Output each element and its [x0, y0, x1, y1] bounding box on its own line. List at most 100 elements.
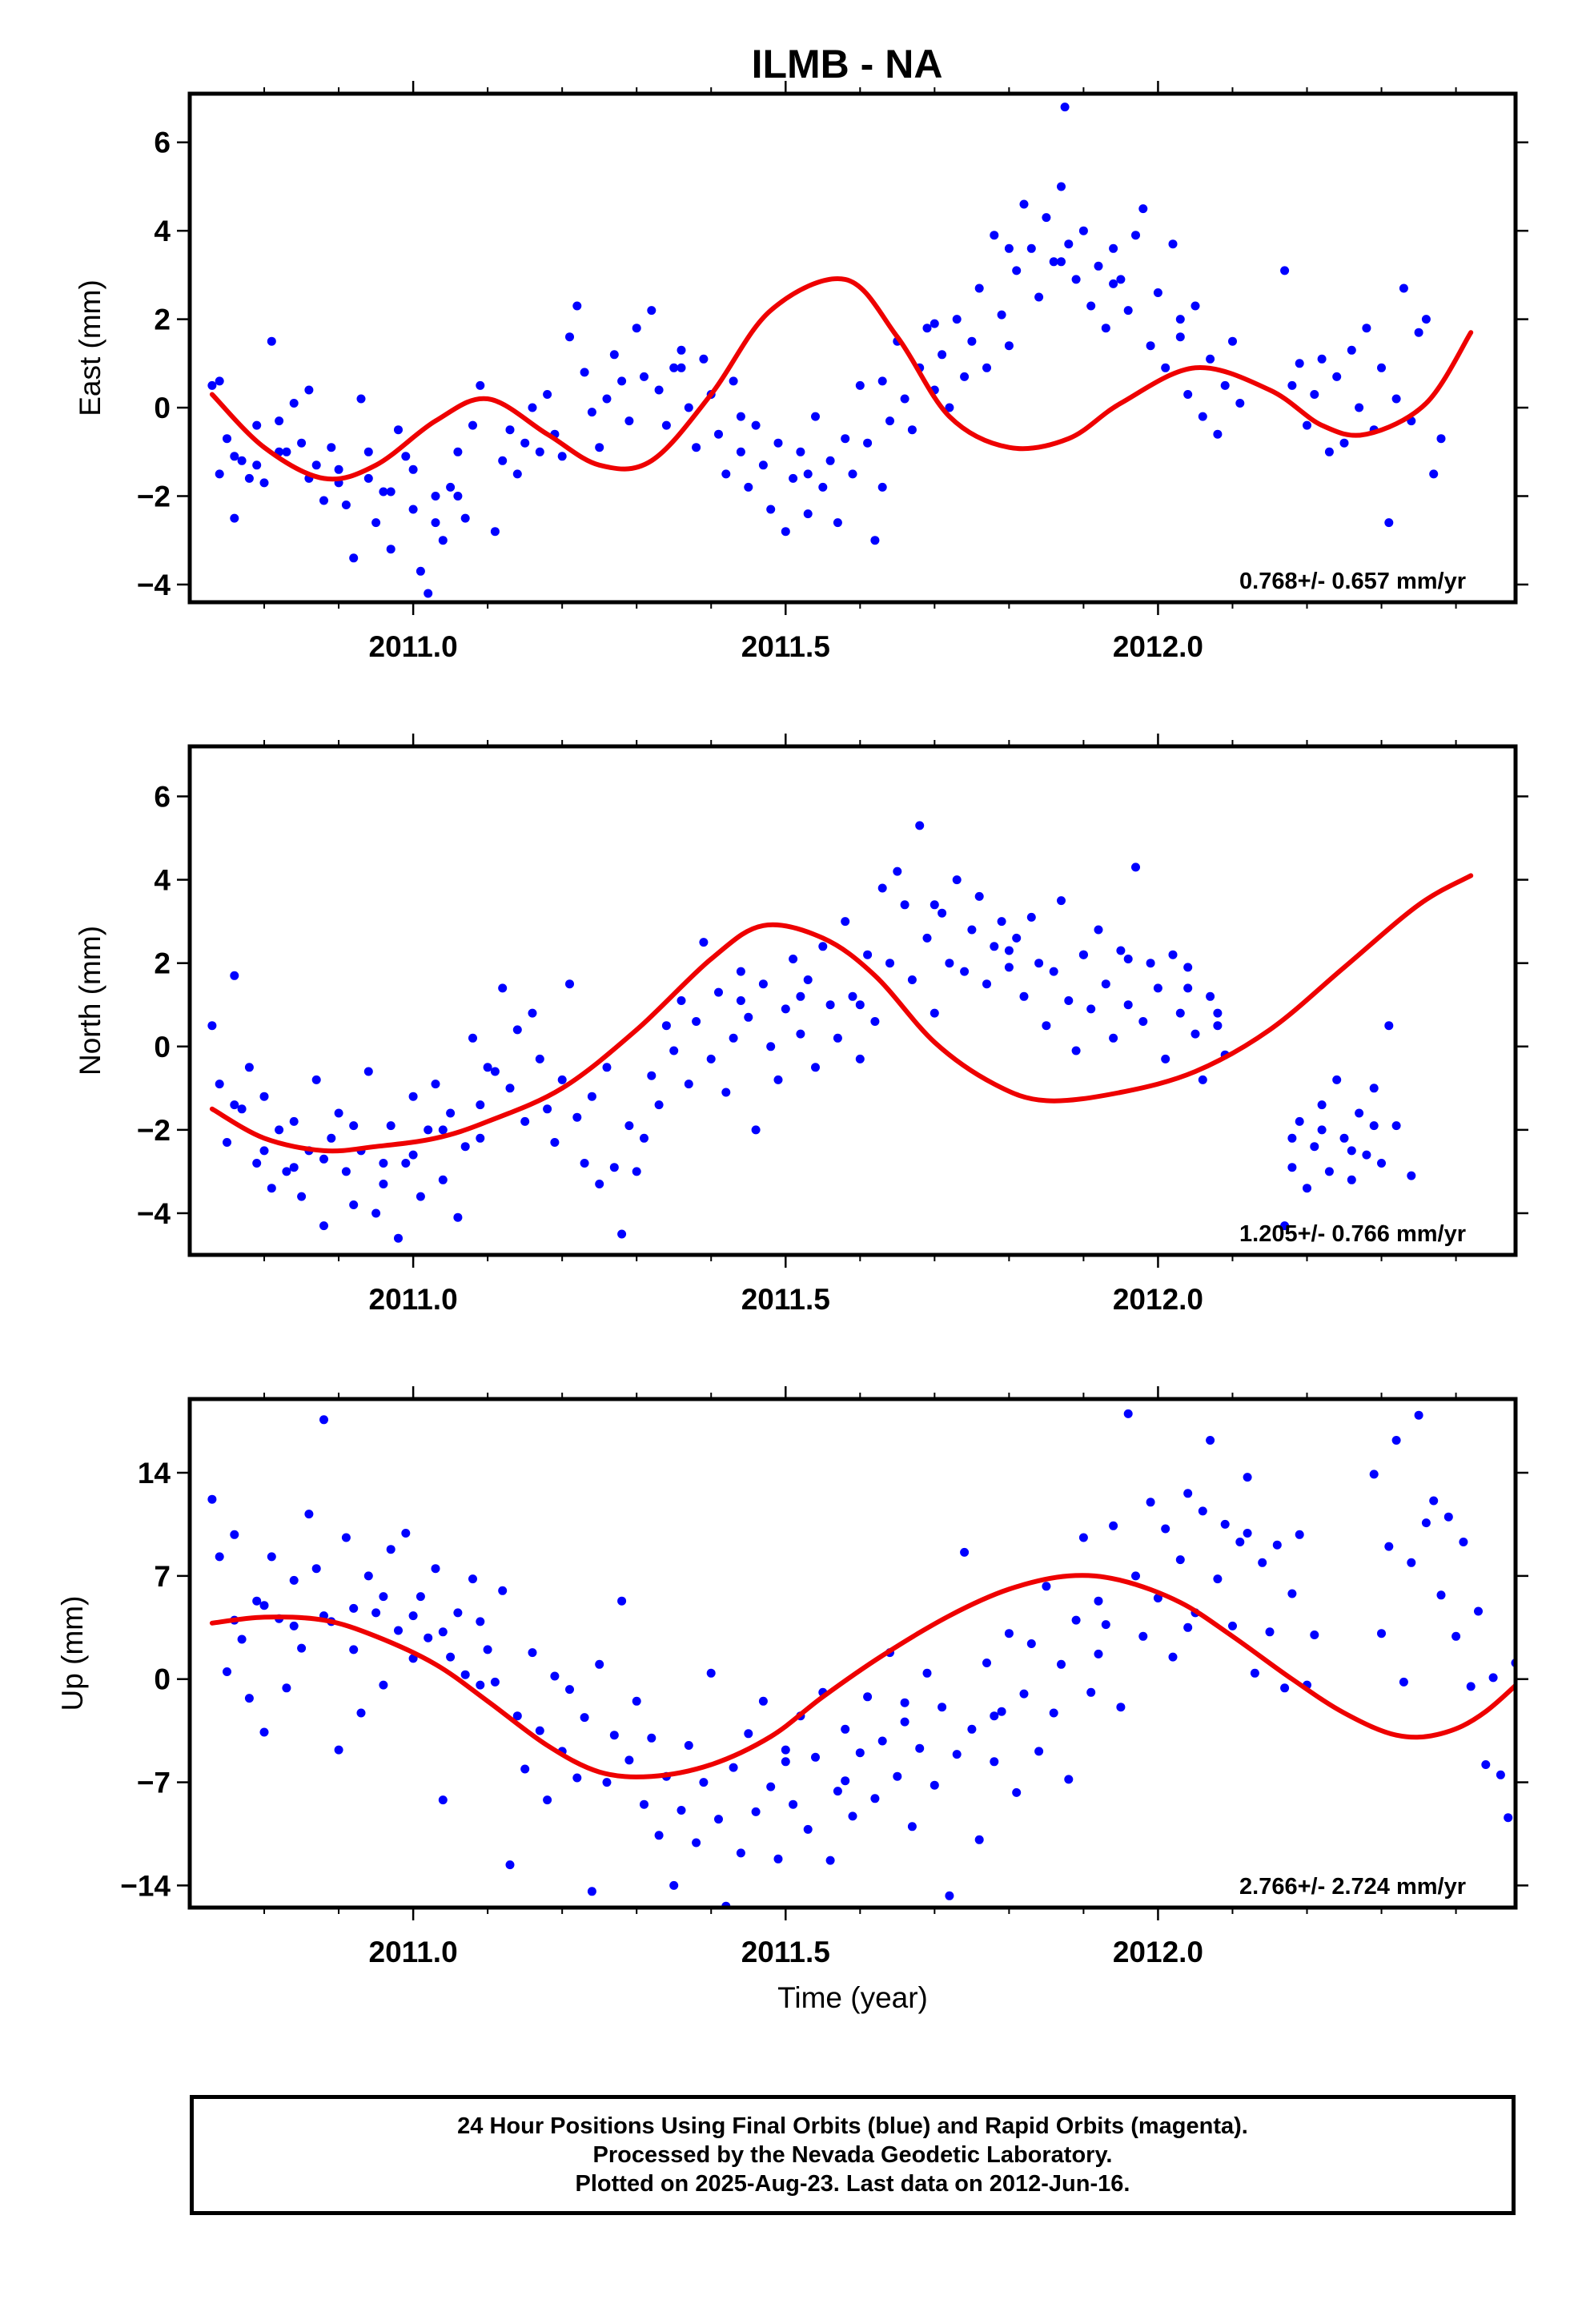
north-y-tick-label: 2 — [154, 947, 171, 980]
north-data-point — [967, 925, 977, 935]
east-data-point — [729, 376, 738, 386]
east-data-point — [1533, 421, 1542, 430]
up-data-point — [1295, 1530, 1304, 1539]
up-data-point — [520, 1764, 530, 1774]
east-data-point — [677, 345, 686, 355]
east-data-point — [237, 456, 247, 465]
north-data-point — [952, 875, 962, 885]
east-data-point — [863, 438, 873, 448]
north-data-point — [855, 1054, 865, 1063]
up-data-point — [781, 1745, 790, 1755]
north-data-point — [877, 883, 887, 893]
north-data-point — [1042, 1021, 1051, 1031]
up-data-point — [1116, 1703, 1126, 1712]
up-data-point — [1578, 1775, 1582, 1783]
east-data-point — [1057, 182, 1066, 191]
east-data-point — [408, 464, 418, 474]
up-y-tick-label: 14 — [138, 1457, 171, 1490]
up-data-point — [945, 1891, 954, 1900]
north-data-point — [1347, 1175, 1356, 1184]
up-data-point — [1161, 1524, 1170, 1534]
north-rate-annotation: 1.205+/- 0.766 mm/yr — [1239, 1221, 1466, 1247]
east-data-point — [1004, 341, 1014, 351]
east-data-point — [811, 412, 820, 421]
north-data-point — [595, 1180, 604, 1188]
up-y-axis-label: Up (mm) — [56, 1596, 89, 1711]
east-data-point — [297, 438, 307, 448]
up-data-point — [1504, 1813, 1513, 1823]
north-data-point — [1317, 1125, 1327, 1135]
up-data-point — [1488, 1673, 1498, 1683]
up-data-point — [550, 1671, 560, 1681]
up-data-point — [1175, 1555, 1185, 1565]
east-data-point — [1153, 288, 1162, 297]
east-data-point — [684, 403, 693, 412]
north-data-point — [297, 1192, 307, 1201]
east-data-point — [394, 425, 403, 435]
up-data-point — [744, 1729, 753, 1739]
up-data-point — [900, 1698, 909, 1707]
east-data-point — [223, 434, 231, 444]
east-data-point — [1175, 332, 1185, 342]
north-data-point — [1101, 979, 1110, 989]
north-plot-frame — [187, 744, 1518, 1257]
north-data-point — [796, 991, 805, 1001]
north-data-point — [512, 1025, 522, 1035]
east-data-point — [803, 509, 813, 519]
north-data-point — [654, 1100, 664, 1110]
east-data-point — [1310, 390, 1319, 399]
up-data-point — [841, 1776, 850, 1786]
north-data-point — [930, 900, 939, 910]
up-y-tick-label: 0 — [154, 1663, 171, 1696]
east-data-point — [528, 403, 537, 412]
east-data-point — [1324, 447, 1334, 456]
up-data-point — [1123, 1409, 1133, 1418]
east-data-point — [833, 518, 842, 528]
north-data-point — [1146, 959, 1155, 968]
north-x-tick-label: 2011.5 — [741, 1283, 830, 1316]
north-data-point — [1287, 1163, 1297, 1172]
east-data-point — [960, 372, 970, 381]
east-y-axis-label: East (mm) — [74, 279, 106, 416]
east-data-point — [401, 452, 411, 461]
north-data-point — [259, 1092, 269, 1101]
north-data-point — [275, 1125, 284, 1135]
up-data-point — [669, 1880, 679, 1890]
east-data-point — [311, 460, 321, 470]
north-data-point — [476, 1100, 485, 1110]
up-data-point — [863, 1692, 873, 1702]
east-data-point — [1086, 301, 1096, 311]
up-data-point — [476, 1617, 485, 1626]
east-data-point — [1078, 226, 1088, 235]
north-x-tick-label: 2011.0 — [369, 1283, 458, 1316]
east-data-point — [1436, 434, 1446, 444]
east-data-point — [1004, 243, 1014, 253]
up-data-point — [1548, 1534, 1557, 1542]
north-data-point — [699, 938, 709, 947]
up-data-point — [1571, 1622, 1580, 1630]
north-data-point — [1391, 1121, 1401, 1131]
north-data-point — [1541, 1072, 1550, 1080]
east-data-point — [1421, 315, 1431, 324]
up-data-point — [289, 1621, 299, 1630]
north-data-point — [1175, 1008, 1185, 1018]
east-data-point — [818, 482, 828, 492]
east-data-point — [922, 324, 932, 333]
up-data-point — [363, 1571, 373, 1581]
up-data-point — [729, 1763, 738, 1772]
east-data-point — [1548, 359, 1557, 368]
east-data-point — [543, 390, 552, 399]
north-data-point — [669, 1046, 679, 1055]
up-data-point — [758, 1696, 768, 1706]
east-data-point — [1429, 469, 1439, 479]
up-data-point — [1057, 1659, 1066, 1669]
up-data-point — [476, 1680, 485, 1690]
east-data-point — [766, 505, 776, 514]
north-data-point — [766, 1042, 776, 1051]
up-data-point — [244, 1694, 254, 1703]
up-data-point — [334, 1745, 343, 1755]
east-data-point — [855, 380, 865, 390]
up-data-point — [1042, 1582, 1051, 1591]
east-data-point — [1109, 279, 1118, 288]
north-data-point — [855, 1000, 865, 1010]
